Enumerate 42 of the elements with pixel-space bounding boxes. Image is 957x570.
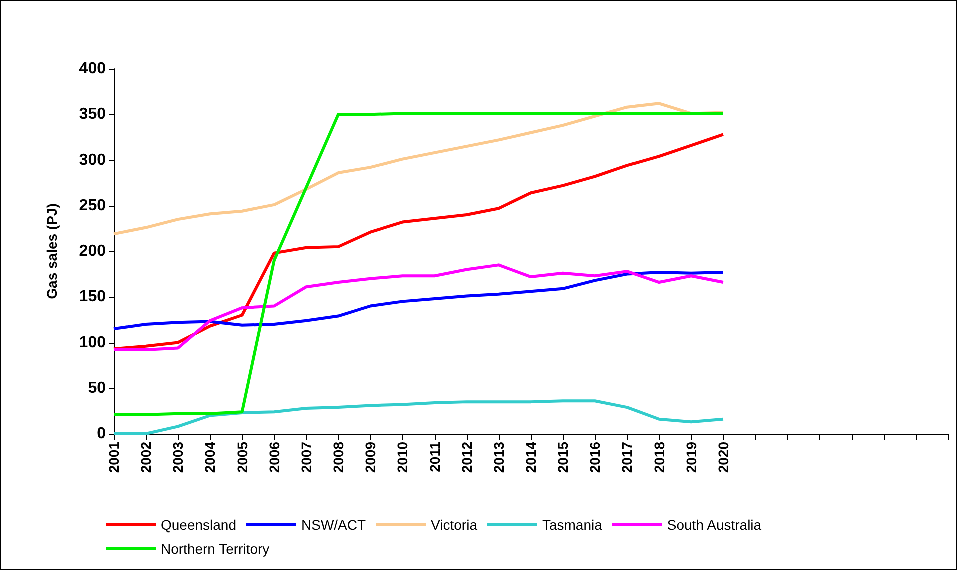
- y-tick-label: 0: [97, 426, 106, 442]
- y-tick-label: 50: [88, 380, 106, 397]
- x-tick-label: 2013: [490, 442, 507, 474]
- y-tick-label: 300: [79, 152, 106, 169]
- x-tick-label: 2017: [619, 442, 636, 474]
- y-tick-label: 250: [79, 197, 106, 214]
- x-tick-label: 2007: [298, 442, 314, 474]
- legend-label: Northern Territory: [161, 541, 270, 557]
- y-tick-label: 200: [79, 243, 106, 260]
- line-series: [112, 400, 725, 436]
- y-tick-label: 400: [79, 60, 106, 78]
- x-tick-label: 2014: [523, 442, 539, 474]
- x-tick-label: 2018: [651, 442, 668, 474]
- x-tick-label: 2003: [170, 442, 186, 474]
- y-tick-label: 150: [79, 288, 106, 306]
- x-tick-label: 2016: [587, 442, 604, 474]
- line-series: [112, 270, 725, 331]
- x-tick-label: 2015: [555, 442, 572, 474]
- x-tick-label: 2009: [362, 442, 379, 474]
- line-series: [112, 112, 725, 416]
- line-series: [112, 264, 725, 352]
- legend-label: NSW/ACT: [302, 517, 367, 533]
- x-tick-label: 2001: [106, 442, 122, 474]
- legend-label: Victoria: [431, 517, 478, 533]
- x-tick-label: 2010: [394, 442, 411, 474]
- x-tick-label: 2008: [330, 442, 347, 474]
- x-tick-label: 2019: [683, 442, 700, 474]
- y-axis-title: Gas sales (PJ): [44, 204, 60, 300]
- legend-label: South Australia: [667, 517, 762, 533]
- x-tick-label: 2005: [234, 442, 250, 474]
- y-tick-label: 350: [79, 106, 106, 124]
- x-tick-label: 2006: [266, 442, 282, 474]
- line-series: [112, 102, 725, 236]
- x-tick-label: 2002: [138, 442, 154, 474]
- line-series: [112, 133, 725, 351]
- x-tick-label: 2020: [715, 442, 732, 474]
- x-tick-label: 2012: [458, 442, 475, 474]
- legend-label: Queensland: [161, 517, 237, 533]
- legend-label: Tasmania: [542, 517, 603, 533]
- y-tick-label: 100: [79, 334, 106, 352]
- x-tick-label: 2011: [426, 442, 443, 472]
- x-tick-label: 2004: [202, 442, 218, 474]
